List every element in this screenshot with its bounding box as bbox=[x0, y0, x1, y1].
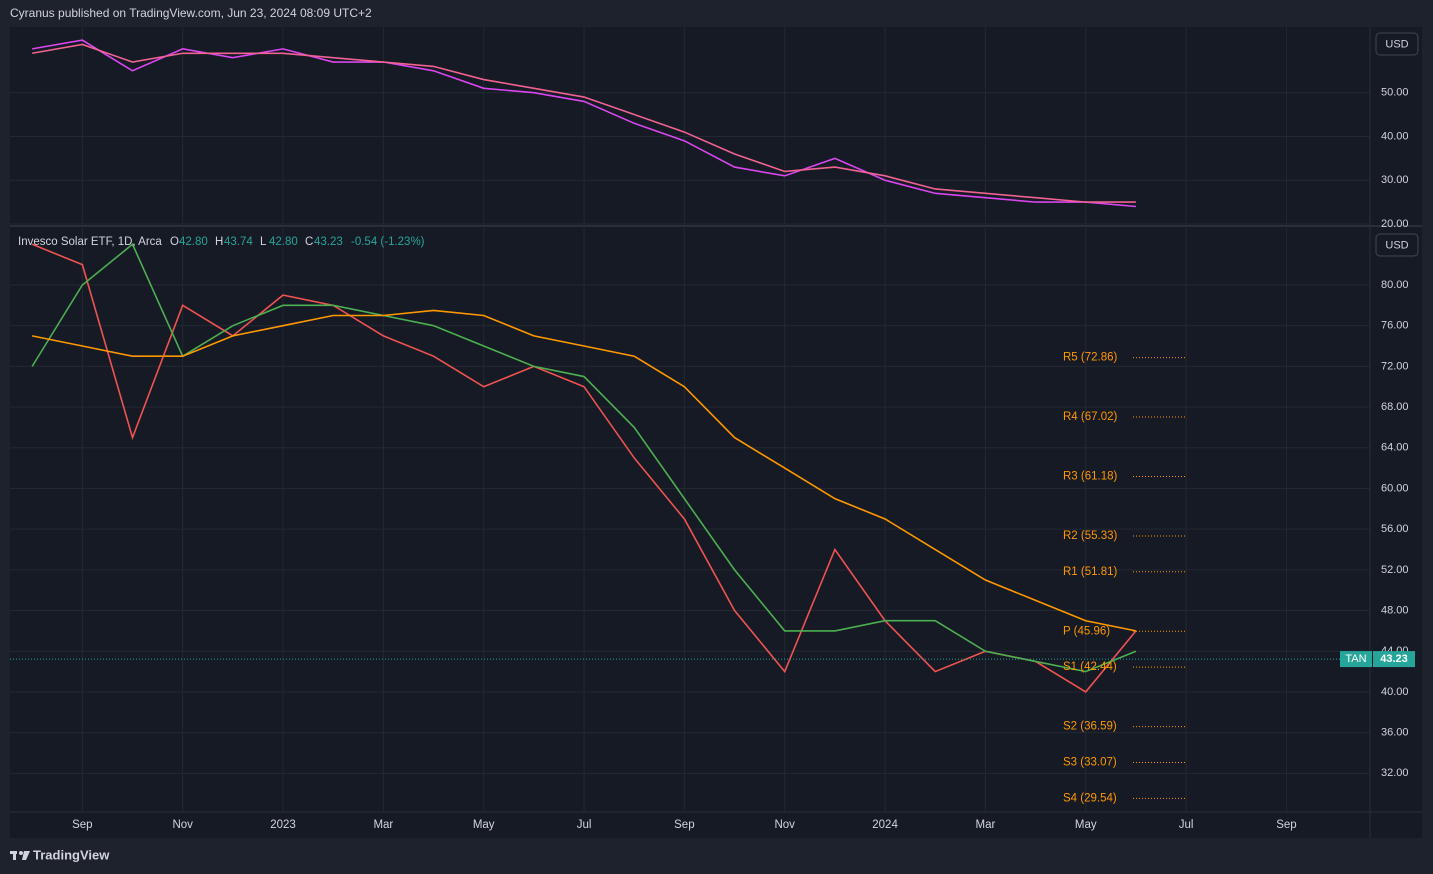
y-tick-label: 50.00 bbox=[1381, 87, 1409, 99]
ohlc-value: 42.80 bbox=[179, 236, 208, 248]
y-tick-label: 40.00 bbox=[1381, 130, 1409, 142]
x-tick-label: Sep bbox=[674, 819, 694, 831]
y-tick-label: 20.00 bbox=[1381, 218, 1409, 230]
x-tick-label: Nov bbox=[774, 819, 795, 831]
ohlc-value: 42.80 bbox=[269, 236, 298, 248]
y-tick-label: 76.00 bbox=[1381, 320, 1409, 332]
x-tick-label: May bbox=[473, 819, 495, 831]
x-tick-label: Nov bbox=[172, 819, 193, 831]
x-tick-label: 2023 bbox=[270, 819, 296, 831]
x-tick-label: 2024 bbox=[872, 819, 898, 831]
logo-part bbox=[22, 851, 30, 860]
price-line bbox=[32, 43, 1136, 203]
ohlc-key: H bbox=[215, 236, 223, 248]
x-tick-label: Jul bbox=[1179, 819, 1194, 831]
price-badge-label: 43.23 bbox=[1380, 653, 1408, 665]
y-tick-label: 80.00 bbox=[1381, 279, 1409, 291]
x-tick-label: Mar bbox=[373, 819, 393, 831]
ohlc-key: O bbox=[170, 236, 179, 248]
published-note: Cyranus published on TradingView.com, Ju… bbox=[10, 6, 372, 20]
price-line bbox=[31, 243, 1137, 673]
x-tick-label: Sep bbox=[1276, 819, 1296, 831]
pivot-label: S1 (42.44) bbox=[1063, 661, 1117, 673]
pivot-label: R3 (61.18) bbox=[1063, 470, 1118, 482]
logo-part bbox=[19, 851, 23, 855]
pane bbox=[10, 228, 1370, 812]
ohlc-value: 43.23 bbox=[314, 236, 343, 248]
y-tick-label: 36.00 bbox=[1381, 727, 1409, 739]
change: -0.54 (-1.23%) bbox=[351, 236, 425, 248]
price-line bbox=[32, 309, 1137, 632]
pivot-label: R2 (55.33) bbox=[1063, 530, 1118, 542]
currency-label[interactable]: USD bbox=[1385, 239, 1408, 251]
y-tick-label: 32.00 bbox=[1381, 767, 1409, 779]
pivot-label: S4 (29.54) bbox=[1063, 792, 1117, 804]
y-tick-label: 64.00 bbox=[1381, 442, 1409, 454]
currency-button[interactable] bbox=[1375, 233, 1419, 257]
currency-button[interactable] bbox=[1375, 32, 1419, 56]
chart-area bbox=[10, 27, 1422, 838]
y-tick-label: 60.00 bbox=[1381, 482, 1409, 494]
symbol-badge bbox=[1340, 651, 1372, 668]
currency-label[interactable]: USD bbox=[1385, 38, 1408, 50]
y-tick-label: 72.00 bbox=[1381, 360, 1409, 372]
x-tick-label: Jul bbox=[577, 819, 592, 831]
ohlc-value: 43.74 bbox=[224, 236, 253, 248]
pivot-label: R4 (67.02) bbox=[1063, 411, 1118, 423]
y-tick-label: 30.00 bbox=[1381, 174, 1409, 186]
pivot-label: S2 (36.59) bbox=[1063, 721, 1117, 733]
y-tick-label: 40.00 bbox=[1381, 686, 1409, 698]
logo-part bbox=[13, 851, 16, 860]
y-tick-label: 68.00 bbox=[1381, 401, 1409, 413]
y-tick-label: 56.00 bbox=[1381, 523, 1409, 535]
symbol-badge-label: TAN bbox=[1345, 653, 1366, 665]
symbol-title: Invesco Solar ETF, 1D, Arca bbox=[18, 236, 162, 248]
x-tick-label: May bbox=[1075, 819, 1097, 831]
price-line bbox=[31, 243, 1137, 693]
ohlc-key: L bbox=[260, 236, 267, 248]
brand[interactable]: TradingView bbox=[33, 847, 110, 862]
pivot-label: S3 (33.07) bbox=[1063, 756, 1117, 768]
x-tick-label: Mar bbox=[976, 819, 996, 831]
pivot-label: R5 (72.86) bbox=[1063, 352, 1118, 364]
price-line bbox=[32, 39, 1136, 208]
ohlc-key: C bbox=[305, 236, 313, 248]
pivot-label: R1 (51.81) bbox=[1063, 566, 1118, 578]
pivot-label: P (45.96) bbox=[1063, 625, 1110, 637]
y-tick-label: 48.00 bbox=[1381, 604, 1409, 616]
price-badge bbox=[1373, 651, 1415, 668]
y-tick-label: 52.00 bbox=[1381, 564, 1409, 576]
brand-logo bbox=[10, 851, 30, 860]
pane bbox=[10, 27, 1370, 225]
x-tick-label: Sep bbox=[72, 819, 92, 831]
